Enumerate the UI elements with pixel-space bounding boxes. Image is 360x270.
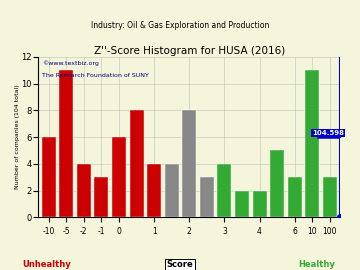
Text: ©www.textbiz.org: ©www.textbiz.org bbox=[42, 61, 99, 66]
Text: 104.598: 104.598 bbox=[312, 130, 344, 136]
Bar bbox=[94, 177, 108, 217]
Bar bbox=[235, 191, 249, 217]
Text: Healthy: Healthy bbox=[298, 260, 335, 269]
Bar bbox=[182, 110, 196, 217]
Bar bbox=[252, 191, 266, 217]
Bar bbox=[200, 177, 214, 217]
Bar bbox=[130, 110, 144, 217]
Bar bbox=[217, 164, 231, 217]
Title: Z''-Score Histogram for HUSA (2016): Z''-Score Histogram for HUSA (2016) bbox=[94, 46, 285, 56]
Bar bbox=[42, 137, 56, 217]
Bar bbox=[147, 164, 161, 217]
Text: Unhealthy: Unhealthy bbox=[22, 260, 71, 269]
Bar bbox=[77, 164, 91, 217]
Bar bbox=[288, 177, 302, 217]
Bar bbox=[165, 164, 179, 217]
Text: Industry: Oil & Gas Exploration and Production: Industry: Oil & Gas Exploration and Prod… bbox=[91, 21, 269, 30]
Bar bbox=[112, 137, 126, 217]
Bar bbox=[305, 70, 319, 217]
Bar bbox=[323, 177, 337, 217]
Text: Score: Score bbox=[167, 260, 193, 269]
Text: The Research Foundation of SUNY: The Research Foundation of SUNY bbox=[42, 73, 149, 78]
Y-axis label: Number of companies (104 total): Number of companies (104 total) bbox=[15, 85, 20, 190]
Bar bbox=[270, 150, 284, 217]
Bar bbox=[59, 70, 73, 217]
